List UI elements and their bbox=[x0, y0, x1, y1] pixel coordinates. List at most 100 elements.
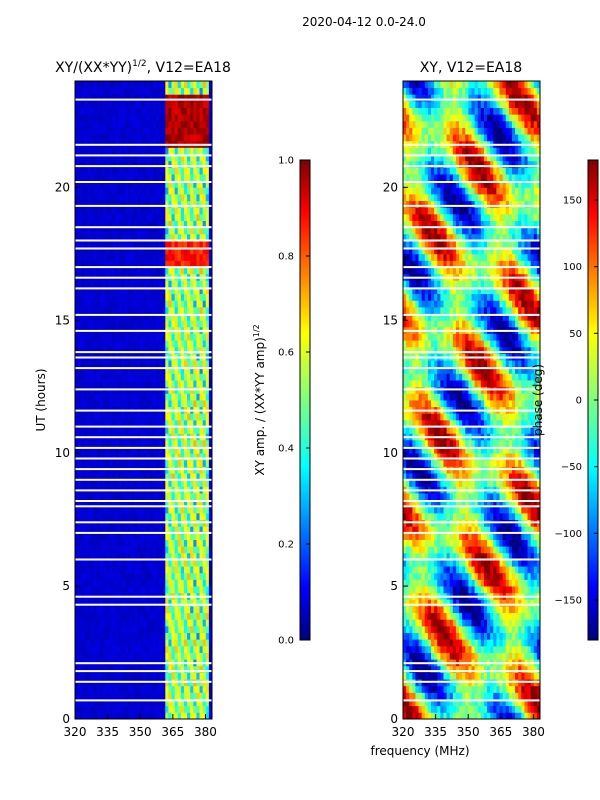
heatmap-cell bbox=[165, 253, 169, 261]
heatmap-cell bbox=[155, 645, 160, 653]
heatmap-cell bbox=[131, 579, 135, 587]
heatmap-cell bbox=[183, 360, 188, 368]
heatmap-cell bbox=[427, 672, 432, 680]
heatmap-cell bbox=[171, 147, 176, 155]
heatmap-cell bbox=[87, 81, 91, 89]
heatmap-cell bbox=[477, 672, 482, 680]
heatmap-cell bbox=[115, 366, 119, 374]
heatmap-cell bbox=[127, 253, 132, 261]
heatmap-cell bbox=[452, 705, 457, 713]
heatmap-cell bbox=[90, 193, 95, 202]
heatmap-cell bbox=[140, 665, 144, 673]
heatmap-cell bbox=[106, 247, 110, 255]
heatmap-cell bbox=[493, 665, 497, 673]
heatmap-cell bbox=[474, 612, 479, 620]
heatmap-cell bbox=[208, 652, 212, 660]
heatmap-cell bbox=[208, 253, 212, 261]
heatmap-cell bbox=[190, 566, 194, 574]
heatmap-cell bbox=[193, 306, 197, 315]
heatmap-cell bbox=[112, 380, 116, 388]
heatmap-cell bbox=[155, 260, 160, 268]
flagged-row bbox=[75, 699, 212, 702]
heatmap-cell bbox=[115, 459, 119, 467]
heatmap-cell bbox=[187, 147, 191, 155]
heatmap-cell bbox=[465, 639, 469, 647]
heatmap-cell bbox=[78, 373, 82, 381]
heatmap-cell bbox=[171, 612, 176, 620]
heatmap-cell bbox=[90, 426, 95, 434]
heatmap-cell bbox=[412, 639, 416, 647]
heatmap-cell bbox=[106, 227, 110, 235]
heatmap-cell bbox=[183, 532, 188, 540]
heatmap-cell bbox=[152, 619, 157, 627]
heatmap-cell bbox=[205, 147, 210, 155]
heatmap-cell bbox=[140, 566, 144, 574]
heatmap-cell bbox=[159, 134, 163, 142]
heatmap-cell bbox=[84, 712, 88, 719]
heatmap-cell bbox=[474, 672, 479, 680]
heatmap-cell bbox=[90, 599, 95, 607]
heatmap-cell bbox=[87, 340, 91, 348]
heatmap-cell bbox=[131, 147, 135, 155]
heatmap-cell bbox=[187, 373, 191, 381]
heatmap-cell bbox=[180, 240, 185, 248]
heatmap-cell bbox=[427, 685, 432, 693]
heatmap-cell bbox=[93, 546, 98, 554]
heatmap-cell bbox=[208, 446, 212, 454]
heatmap-cell bbox=[174, 506, 179, 514]
heatmap-cell bbox=[459, 692, 463, 700]
heatmap-cell bbox=[505, 625, 510, 634]
heatmap-cell bbox=[90, 493, 95, 501]
heatmap-cell bbox=[183, 632, 188, 640]
heatmap-cell bbox=[149, 87, 154, 95]
heatmap-cell bbox=[127, 712, 132, 719]
heatmap-cell bbox=[87, 134, 91, 142]
heatmap-cell bbox=[84, 120, 88, 128]
heatmap-cell bbox=[90, 233, 95, 241]
heatmap-cell bbox=[106, 300, 110, 308]
heatmap-cell bbox=[134, 320, 138, 328]
heatmap-cell bbox=[205, 167, 210, 175]
heatmap-cell bbox=[187, 340, 191, 348]
heatmap-cell bbox=[137, 599, 141, 607]
heatmap-cell bbox=[109, 94, 113, 102]
heatmap-cell bbox=[134, 81, 138, 89]
heatmap-cell bbox=[459, 639, 463, 647]
heatmap-cell bbox=[143, 180, 148, 188]
heatmap-cell bbox=[84, 632, 88, 640]
heatmap-cell bbox=[159, 100, 163, 108]
heatmap-cell bbox=[208, 107, 212, 115]
heatmap-cell bbox=[208, 267, 212, 275]
heatmap-cell bbox=[508, 672, 513, 680]
heatmap-cell bbox=[159, 287, 163, 295]
heatmap-cell bbox=[118, 479, 123, 487]
heatmap-cell bbox=[115, 227, 119, 235]
heatmap-cell bbox=[96, 94, 101, 102]
heatmap-cell bbox=[202, 419, 207, 427]
heatmap-cell bbox=[155, 220, 160, 228]
heatmap-cell bbox=[180, 473, 185, 481]
heatmap-cell bbox=[168, 426, 172, 434]
heatmap-cell bbox=[121, 267, 126, 275]
heatmap-cell bbox=[99, 267, 104, 275]
heatmap-cell bbox=[527, 619, 532, 627]
heatmap-cell bbox=[193, 705, 197, 713]
heatmap-cell bbox=[96, 360, 101, 368]
heatmap-cell bbox=[165, 320, 169, 328]
heatmap-cell bbox=[127, 400, 132, 408]
heatmap-cell bbox=[443, 612, 447, 620]
heatmap-cell bbox=[103, 127, 107, 135]
heatmap-cell bbox=[431, 712, 435, 719]
heatmap-cell bbox=[159, 606, 163, 614]
heatmap-cell bbox=[180, 107, 185, 115]
heatmap-cell bbox=[165, 360, 169, 368]
heatmap-cell bbox=[124, 579, 129, 587]
heatmap-cell bbox=[152, 240, 157, 248]
heatmap-cell bbox=[149, 213, 154, 221]
heatmap-cell bbox=[518, 692, 522, 700]
heatmap-cell bbox=[536, 672, 540, 680]
heatmap-cell bbox=[87, 280, 91, 288]
heatmap-cell bbox=[190, 346, 194, 354]
heatmap-cell bbox=[177, 333, 182, 341]
heatmap-cell bbox=[199, 586, 204, 594]
